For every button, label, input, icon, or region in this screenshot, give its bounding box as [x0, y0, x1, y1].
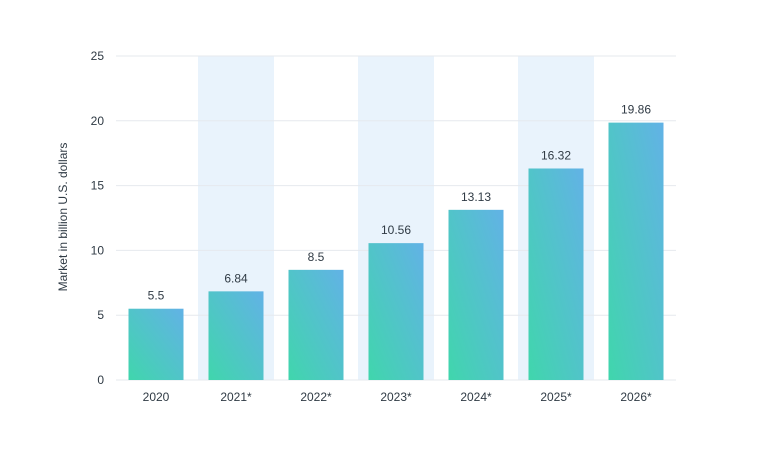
bar-2024: [448, 209, 504, 380]
value-label: 19.86: [621, 103, 651, 117]
y-tick-label: 5: [97, 308, 104, 322]
y-tick-label: 25: [91, 49, 105, 63]
bar-2021: [208, 291, 264, 380]
y-tick-label: 15: [91, 179, 105, 193]
y-tick-label: 20: [91, 114, 105, 128]
x-tick-label: 2020: [143, 390, 170, 404]
bar-2022: [288, 269, 344, 380]
value-label: 8.5: [308, 250, 325, 264]
value-label: 16.32: [541, 148, 571, 162]
value-label: 10.56: [381, 223, 411, 237]
x-tick-label: 2022*: [300, 390, 332, 404]
x-tick-label: 2024*: [460, 390, 492, 404]
bar-2020: [128, 308, 184, 380]
x-tick-label: 2021*: [220, 390, 252, 404]
y-axis-title: Market in billion U.S. dollars: [56, 143, 70, 292]
x-axis-ticks: 2020 2021* 2022* 2023* 2024* 2025* 2026*: [143, 390, 652, 404]
bars: [128, 122, 664, 380]
y-axis-ticks: 0 5 10 15 20 25: [91, 49, 105, 387]
x-tick-label: 2025*: [540, 390, 572, 404]
x-tick-label: 2023*: [380, 390, 412, 404]
value-labels: 5.5 6.84 8.5 10.56 13.13 16.32 19.86: [148, 103, 652, 303]
value-label: 5.5: [148, 289, 165, 303]
y-tick-label: 10: [91, 243, 105, 257]
x-tick-label: 2026*: [620, 390, 652, 404]
value-label: 13.13: [461, 190, 491, 204]
bar-2023: [368, 243, 424, 380]
bar-2025: [528, 168, 584, 380]
bar-2026: [608, 122, 664, 380]
y-tick-label: 0: [97, 373, 104, 387]
value-label: 6.84: [224, 271, 248, 285]
